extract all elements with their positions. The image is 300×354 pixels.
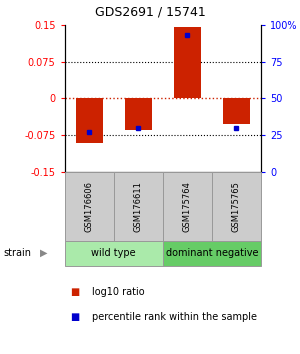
Bar [174,27,201,98]
Text: dominant negative: dominant negative [166,248,258,258]
Text: wild type: wild type [91,248,136,258]
Bar [163,172,212,241]
Bar [114,172,163,241]
Text: ■: ■ [70,287,80,297]
Bar [64,241,163,266]
Text: ■: ■ [70,312,80,322]
Text: GDS2691 / 15741: GDS2691 / 15741 [94,6,206,19]
Text: strain: strain [3,248,31,258]
Bar [125,98,152,130]
Bar [64,172,114,241]
Bar [163,241,261,266]
Text: log10 ratio: log10 ratio [92,287,144,297]
Text: GSM175765: GSM175765 [232,181,241,232]
Bar [76,98,103,143]
Text: GSM175764: GSM175764 [183,181,192,232]
Bar [212,172,261,241]
Text: GSM176606: GSM176606 [85,181,94,232]
Text: GSM176611: GSM176611 [134,181,143,232]
Text: ▶: ▶ [40,248,47,258]
Bar [223,98,250,124]
Text: percentile rank within the sample: percentile rank within the sample [92,312,256,322]
